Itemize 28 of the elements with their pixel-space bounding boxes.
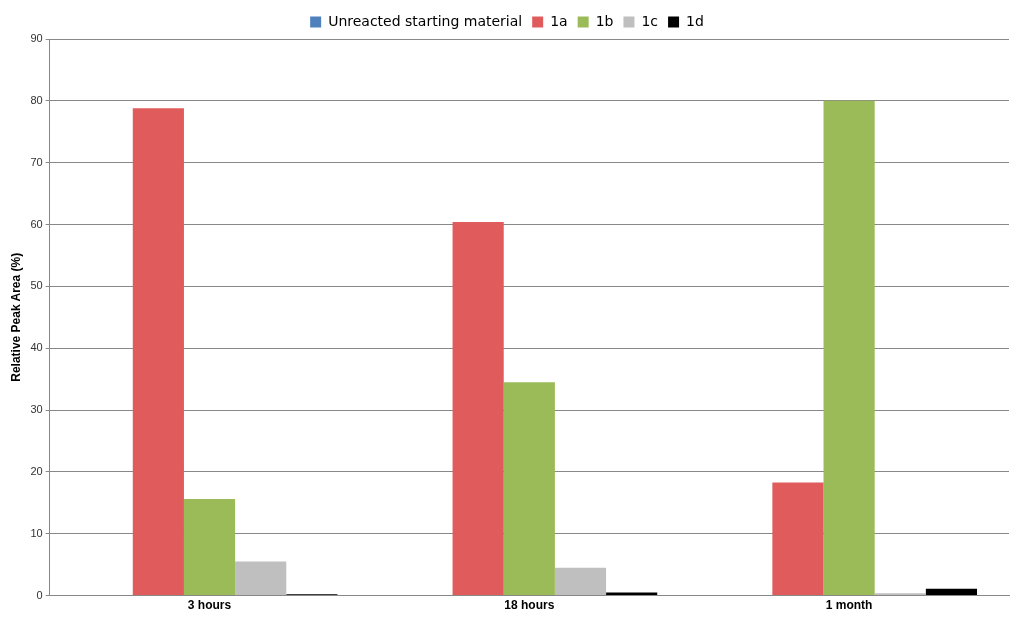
y-tick-label: 90 (30, 32, 43, 45)
bar (452, 222, 504, 596)
y-tick-label: 70 (30, 155, 43, 168)
x-tick-label: 3 hours (187, 598, 232, 613)
y-tick-label: 80 (30, 93, 43, 106)
bar (772, 482, 824, 596)
y-tick-label: 20 (30, 464, 43, 477)
legend-label: 1c (641, 12, 659, 29)
legend-label: 1d (686, 12, 704, 29)
bar (823, 100, 875, 596)
y-tick-label: 10 (30, 526, 43, 539)
bar (554, 567, 607, 596)
bar (503, 382, 555, 596)
legend-label: Unreacted starting material (328, 12, 523, 29)
bar (235, 561, 287, 596)
y-tick-label: 50 (30, 279, 43, 292)
bar (183, 499, 236, 596)
y-tick-label: 40 (30, 341, 43, 354)
x-tick-label: 1 month (825, 598, 873, 613)
legend-label: 1a (550, 12, 568, 29)
bar (132, 108, 184, 596)
legend-label: 1b (595, 12, 614, 29)
x-tick-label: 18 hours (504, 598, 555, 613)
bar (925, 588, 978, 596)
y-axis-title: Relative Peak Area (%) (8, 252, 23, 382)
y-tick-label: 60 (30, 217, 43, 230)
y-tick-label: 30 (30, 403, 43, 416)
y-tick-label: 0 (36, 588, 43, 601)
